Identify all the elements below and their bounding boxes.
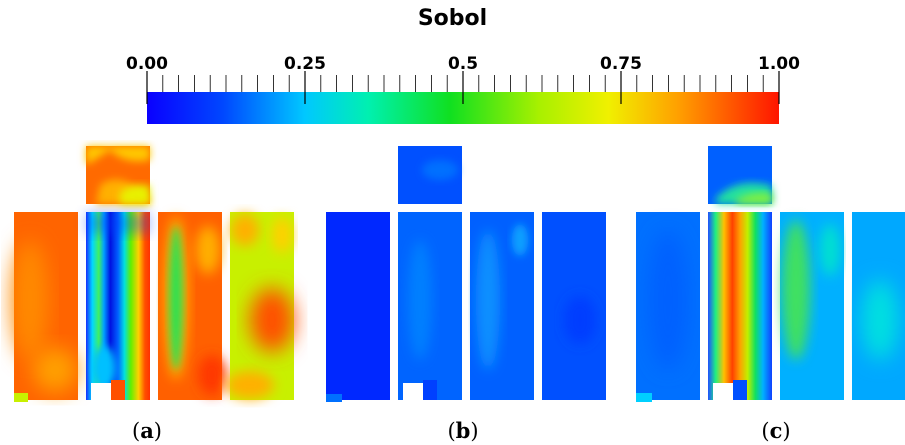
panel-b-top-slice	[398, 146, 462, 204]
colorbar	[146, 71, 780, 124]
panel-b-slice-4	[542, 212, 606, 400]
panel-b-slice-1	[326, 212, 390, 402]
panel-c-top-slice	[708, 146, 772, 204]
panel-b-maps	[326, 146, 606, 402]
panel-b-slice-2	[398, 212, 462, 400]
panel-a-slice-2	[86, 212, 150, 400]
tick-label-0: 0.00	[126, 54, 168, 74]
panel-a-slice-3	[158, 212, 226, 400]
panel-c-slice-1	[636, 212, 700, 402]
panel-c-maps	[636, 146, 905, 402]
panel-c-slice-4	[852, 212, 905, 400]
panel-caption-a: (a)	[131, 418, 163, 443]
tick-label-075: 0.75	[600, 54, 642, 74]
colorbar-title: Sobol	[417, 6, 488, 31]
tick-label-05: 0.5	[447, 54, 479, 74]
panel-a-top-slice	[86, 146, 150, 204]
panel-c-slice-2	[708, 212, 772, 400]
colorbar-major-ticks	[146, 71, 780, 104]
panel-a-maps	[12, 146, 294, 402]
panel-c-slice-3	[780, 212, 844, 400]
panel-caption-b: (b)	[447, 418, 479, 443]
tick-label-1: 1.00	[758, 54, 800, 74]
panel-a-slice-1	[12, 212, 78, 402]
panel-b-slice-3	[470, 212, 534, 400]
panel-caption-c: (c)	[761, 418, 791, 443]
tick-label-025: 0.25	[284, 54, 326, 74]
panel-a-slice-4	[226, 212, 294, 400]
